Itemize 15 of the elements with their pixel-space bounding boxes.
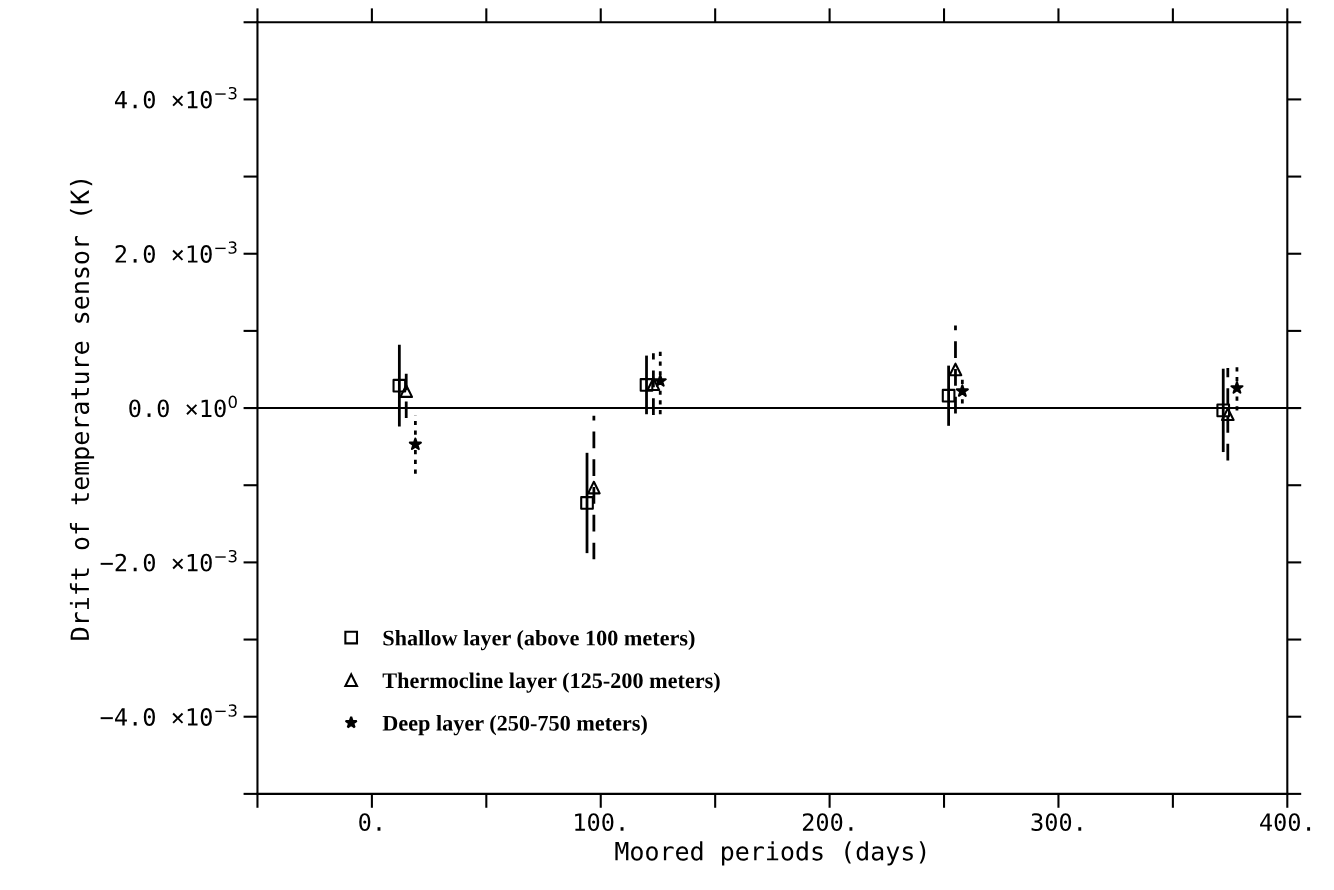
y-tick-label: −4.0 ×10$^{−3}$ <box>100 704 237 726</box>
y-tick-label: 0.0 ×10$^{0}$ <box>129 395 237 418</box>
x-tick-label: 300. <box>1031 813 1082 832</box>
legend-label: Shallow layer (above 100 meters) <box>383 629 695 651</box>
x-tick-label: 400. <box>1260 813 1311 832</box>
x-tick-label: 200. <box>802 813 853 832</box>
legend-label: Thermocline layer (125-200 meters) <box>382 672 720 693</box>
x-tick-label: 100. <box>575 813 624 832</box>
x-tick-label: 0. <box>359 813 381 832</box>
y-tick-label: −2.0 ×10$^{−3}$ <box>100 549 237 572</box>
y-tick-label: 2.0 ×10$^{−3}$ <box>115 241 237 263</box>
x-axis-title: Moored periods (days) <box>615 841 926 866</box>
y-tick-label: 4.0 ×10$^{−3}$ <box>114 86 237 109</box>
y-axis-title: Drift of temperature sensor (K) <box>69 179 95 640</box>
legend-label: Deep layer (250-750 meters) <box>382 715 647 736</box>
